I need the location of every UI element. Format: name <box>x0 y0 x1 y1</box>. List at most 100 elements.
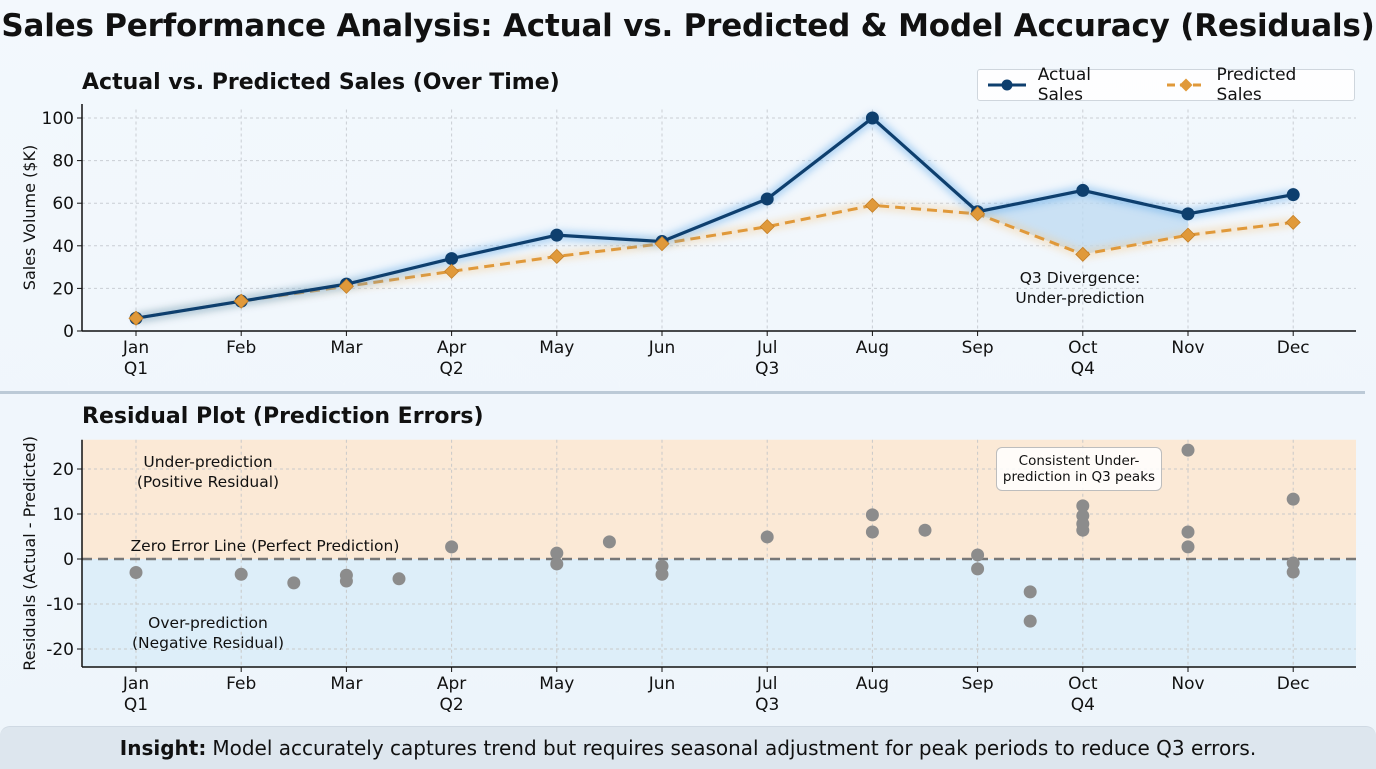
y-tick-label: 100 <box>42 109 74 129</box>
residual-point <box>865 525 879 539</box>
x-tick-label: Apr <box>437 338 466 358</box>
legend-label-predicted: Predicted Sales <box>1216 65 1297 105</box>
residual-point <box>1181 525 1195 539</box>
y-axis-label: Residuals (Actual - Predicted) <box>20 436 39 671</box>
actual-line <box>135 115 1294 320</box>
insight-banner: Insight: Model accurately captures trend… <box>0 726 1376 769</box>
under-prediction-label: Under-prediction (Positive Residual) <box>88 452 328 492</box>
actual-point <box>1286 188 1300 202</box>
y-tick-label: 60 <box>52 194 74 214</box>
y-tick-label: 0 <box>63 550 74 570</box>
residual-chart-title: Residual Plot (Prediction Errors) <box>82 404 484 429</box>
quarter-label: Q1 <box>124 695 148 715</box>
x-tick-label: Jan <box>122 674 149 694</box>
sales-chart-title: Actual vs. Predicted Sales (Over Time) <box>82 70 560 95</box>
x-tick-label: Feb <box>226 674 256 694</box>
residual-point <box>1286 565 1300 579</box>
q3-peaks-callout: Consistent Under- prediction in Q3 peaks <box>996 447 1162 491</box>
quarter-label: Q4 <box>1071 695 1095 715</box>
x-tick-label: Jun <box>648 338 676 358</box>
quarter-label: Q3 <box>755 359 779 379</box>
predicted-line-swatch-icon <box>1166 78 1205 92</box>
x-tick-label: Dec <box>1277 338 1310 358</box>
predicted-point <box>759 219 775 235</box>
actual-point <box>1181 207 1195 221</box>
x-tick-label: Aug <box>856 674 889 694</box>
y-tick-label: 40 <box>52 237 74 257</box>
q3-peaks-callout-line-2: prediction in Q3 peaks <box>1002 469 1156 485</box>
predicted-point <box>864 197 880 213</box>
actual-line-swatch-icon <box>988 79 1026 91</box>
over-prediction-label: Over-prediction (Negative Residual) <box>88 613 328 653</box>
residual-point <box>1181 443 1195 457</box>
residual-point <box>1286 556 1300 570</box>
predicted-point <box>1180 227 1196 243</box>
quarter-label: Q3 <box>755 695 779 715</box>
residual-point <box>1181 540 1195 554</box>
x-tick-label: Jan <box>122 338 149 358</box>
q3-divergence-line-2: Under-prediction <box>1015 289 1145 307</box>
y-tick-label: 10 <box>52 505 74 525</box>
over-prediction-line-1: Over-prediction <box>148 614 268 632</box>
insight-text: Model accurately captures trend but requ… <box>212 736 1257 760</box>
predicted-point <box>549 248 565 265</box>
residual-point <box>550 557 564 571</box>
predicted-point <box>233 293 249 309</box>
residual-point <box>1286 492 1300 506</box>
x-tick-label: Feb <box>226 338 256 358</box>
predicted-point <box>444 263 460 279</box>
residual-point <box>392 572 406 586</box>
over-prediction-line-2: (Negative Residual) <box>131 634 285 652</box>
predicted-point <box>338 278 354 294</box>
residual-point <box>918 523 932 537</box>
residual-point <box>1076 523 1090 537</box>
under-prediction-line-2: (Positive Residual) <box>136 473 280 491</box>
y-tick-label: -20 <box>46 640 74 660</box>
y-tick-label: 20 <box>52 460 74 480</box>
actual-point <box>550 228 564 242</box>
actual-point <box>1076 183 1090 197</box>
quarter-label: Q1 <box>124 359 148 379</box>
x-tick-label: Oct <box>1068 338 1098 358</box>
x-tick-label: Mar <box>330 674 362 694</box>
legend: Actual Sales Predicted Sales <box>977 65 1355 105</box>
residual-point <box>287 576 301 590</box>
q3-peaks-callout-line-1: Consistent Under- <box>1018 453 1140 469</box>
predicted-point <box>654 236 670 252</box>
x-tick-label: Jun <box>648 674 676 694</box>
residual-point <box>129 566 143 579</box>
quarter-label: Q2 <box>439 359 463 379</box>
x-tick-label: Apr <box>437 674 466 694</box>
q3-divergence-annotation: Q3 Divergence: Under-prediction <box>960 268 1200 308</box>
x-tick-label: Oct <box>1068 674 1098 694</box>
residual-point <box>1023 585 1037 599</box>
zero-error-line-label: Zero Error Line (Perfect Prediction) <box>130 537 400 555</box>
predicted-point <box>1075 246 1091 262</box>
quarter-label: Q4 <box>1071 359 1095 379</box>
x-tick-label: Jul <box>756 674 778 694</box>
residual-point <box>445 540 459 554</box>
x-tick-label: Sep <box>962 338 994 358</box>
y-tick-label: 0 <box>63 322 74 342</box>
legend-item-predicted: Predicted Sales <box>1166 65 1346 105</box>
predicted-point <box>128 310 144 326</box>
residual-point <box>971 548 985 562</box>
x-tick-label: Mar <box>330 338 362 358</box>
quarter-label: Q2 <box>439 695 463 715</box>
actual-point <box>445 252 459 266</box>
residual-point <box>971 562 985 576</box>
x-tick-label: Sep <box>962 674 994 694</box>
x-tick-label: Jul <box>756 338 778 358</box>
y-tick-label: 20 <box>52 279 74 299</box>
x-tick-label: May <box>539 338 574 358</box>
predicted-point <box>970 206 986 222</box>
x-tick-label: Dec <box>1277 674 1310 694</box>
main-title: Sales Performance Analysis: Actual vs. P… <box>1 8 1375 44</box>
residual-point <box>1076 499 1090 513</box>
residual-point <box>602 535 616 549</box>
actual-point <box>865 111 879 125</box>
panel-separator <box>0 391 1365 394</box>
